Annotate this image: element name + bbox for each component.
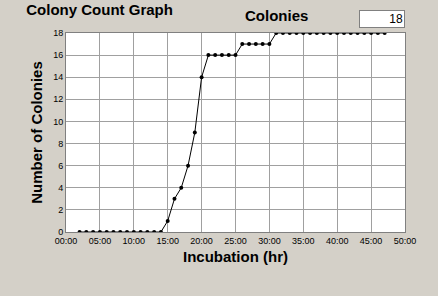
svg-text:10: 10 bbox=[53, 117, 63, 127]
svg-text:45:00: 45:00 bbox=[360, 236, 383, 246]
svg-text:18: 18 bbox=[53, 28, 63, 38]
svg-text:30:00: 30:00 bbox=[258, 236, 281, 246]
svg-text:Colony Count Graph: Colony Count Graph bbox=[26, 1, 173, 18]
svg-text:10:00: 10:00 bbox=[123, 236, 146, 246]
svg-text:16: 16 bbox=[53, 50, 63, 60]
svg-text:2: 2 bbox=[58, 205, 63, 215]
svg-text:05:00: 05:00 bbox=[89, 236, 112, 246]
svg-text:Number of Colonies: Number of Colonies bbox=[28, 61, 45, 204]
svg-text:40:00: 40:00 bbox=[326, 236, 349, 246]
svg-text:14: 14 bbox=[53, 72, 63, 82]
svg-text:4: 4 bbox=[58, 183, 63, 193]
svg-text:0: 0 bbox=[58, 227, 63, 237]
svg-text:25:00: 25:00 bbox=[224, 236, 247, 246]
svg-text:18: 18 bbox=[389, 12, 403, 26]
svg-text:12: 12 bbox=[53, 94, 63, 104]
svg-text:20:00: 20:00 bbox=[190, 236, 213, 246]
svg-text:8: 8 bbox=[58, 139, 63, 149]
svg-text:6: 6 bbox=[58, 161, 63, 171]
svg-text:Colonies: Colonies bbox=[245, 7, 308, 24]
svg-text:Incubation (hr): Incubation (hr) bbox=[183, 248, 288, 265]
svg-text:15:00: 15:00 bbox=[156, 236, 179, 246]
svg-text:50:00: 50:00 bbox=[394, 236, 417, 246]
svg-text:35:00: 35:00 bbox=[292, 236, 315, 246]
svg-text:00:00: 00:00 bbox=[55, 236, 78, 246]
